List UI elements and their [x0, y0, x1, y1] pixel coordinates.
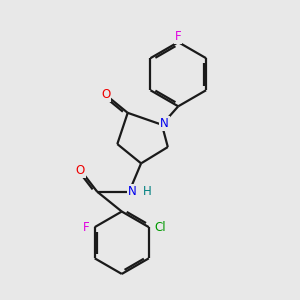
Text: O: O [101, 88, 110, 101]
Text: F: F [83, 220, 89, 234]
Text: Cl: Cl [154, 220, 166, 234]
Text: F: F [175, 30, 181, 43]
Text: N: N [160, 117, 169, 130]
Text: N: N [128, 185, 136, 198]
Text: O: O [76, 164, 85, 177]
Text: H: H [143, 185, 152, 198]
